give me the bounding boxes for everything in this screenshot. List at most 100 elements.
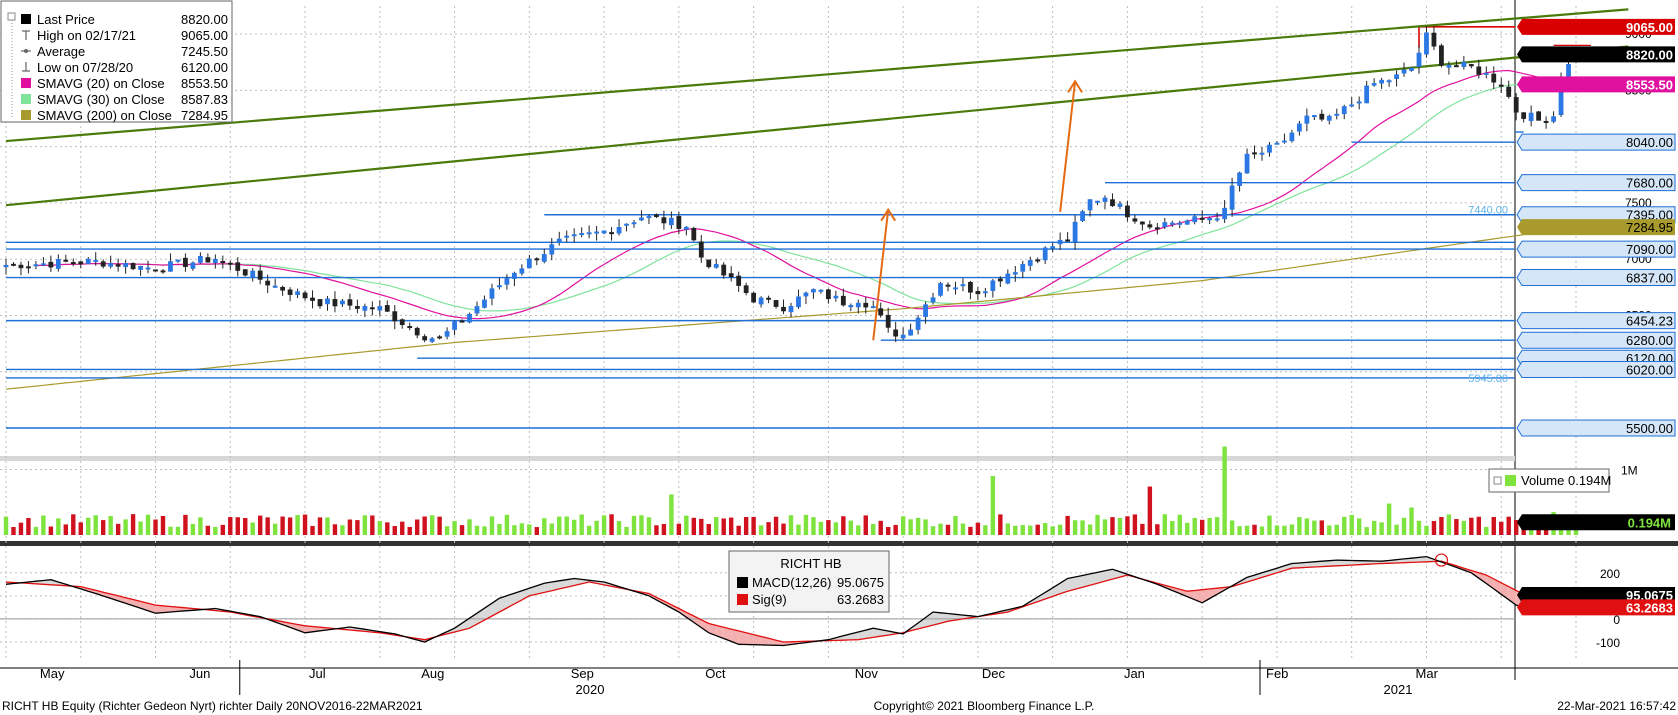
candle-down bbox=[736, 275, 742, 286]
volume-bar-up bbox=[86, 517, 91, 535]
candle-up bbox=[1282, 140, 1287, 143]
volume-bar-down bbox=[736, 525, 741, 535]
candle-up bbox=[197, 255, 203, 263]
macd-legend-swatch bbox=[737, 594, 748, 605]
candle-down bbox=[661, 217, 667, 224]
candle-down bbox=[11, 263, 16, 266]
macd-legend-title: RICHT HB bbox=[780, 556, 841, 571]
volume-bar-up bbox=[1312, 520, 1317, 535]
volume-bar-up bbox=[362, 515, 368, 535]
volume-bar-up bbox=[1327, 525, 1332, 535]
volume-bar-up bbox=[190, 523, 196, 535]
candle-down bbox=[347, 299, 353, 306]
x-month-label: Aug bbox=[421, 666, 444, 681]
candle-up bbox=[295, 291, 300, 296]
macd-fill-above bbox=[559, 579, 567, 589]
candle-down bbox=[70, 262, 76, 265]
candle-up bbox=[1424, 32, 1429, 55]
volume-bar-up bbox=[340, 525, 345, 535]
volume-bar-up bbox=[1207, 517, 1212, 535]
volume-bar-up bbox=[145, 514, 151, 535]
candle-up bbox=[1020, 263, 1026, 272]
candle-down bbox=[1319, 113, 1325, 120]
volume-bar-up bbox=[1416, 520, 1422, 535]
macd-fill-above bbox=[1105, 569, 1113, 582]
candle-down bbox=[997, 278, 1003, 282]
candle-down bbox=[1506, 86, 1512, 97]
candle-down bbox=[698, 241, 704, 258]
volume-bar-up bbox=[474, 525, 480, 535]
volume-bar-up bbox=[452, 521, 457, 535]
volume-bar-down bbox=[26, 518, 31, 535]
candle-up bbox=[1371, 83, 1377, 86]
volume-bar-down bbox=[18, 522, 24, 535]
macd-fill-above bbox=[1045, 587, 1053, 600]
macd-fill-below bbox=[1209, 588, 1218, 599]
volume-bar-up bbox=[930, 526, 936, 535]
volume-bar-down bbox=[1065, 515, 1070, 535]
volume-bar-down bbox=[1147, 486, 1153, 535]
volume-bar-down bbox=[310, 525, 315, 535]
volume-bar-up bbox=[444, 526, 450, 535]
price-tag-label: 5500.00 bbox=[1626, 421, 1673, 436]
volume-bar-up bbox=[871, 524, 876, 535]
volume-bar-up bbox=[818, 521, 824, 535]
volume-bar-up bbox=[586, 525, 592, 535]
volume-bar-down bbox=[48, 526, 54, 535]
candle-up bbox=[511, 272, 517, 279]
volume-bar-up bbox=[1566, 526, 1571, 535]
candle-up bbox=[40, 263, 46, 266]
volume-bar-down bbox=[878, 520, 883, 535]
candle-up bbox=[1326, 115, 1332, 121]
legend-swatch bbox=[21, 94, 31, 104]
volume-bar-up bbox=[1409, 507, 1414, 535]
macd-tick-label: 200 bbox=[1600, 567, 1620, 581]
macd-tag-label: 95.0675 bbox=[1626, 588, 1673, 603]
volume-bar-down bbox=[71, 514, 76, 535]
candle-up bbox=[1207, 217, 1213, 221]
volume-bar-down bbox=[1155, 524, 1160, 535]
price-tag-label: 7284.95 bbox=[1626, 220, 1673, 235]
candle-up bbox=[1566, 64, 1571, 82]
candle-down bbox=[1543, 120, 1549, 123]
footer-copyright: Copyright© 2021 Bloomberg Finance L.P. bbox=[874, 699, 1095, 713]
candle-down bbox=[1491, 73, 1497, 83]
candle-up bbox=[1080, 211, 1085, 222]
volume-bar-up bbox=[900, 516, 906, 535]
macd-fill-below bbox=[716, 625, 724, 639]
volume-bar-down bbox=[183, 514, 188, 535]
volume-bar-up bbox=[1229, 520, 1235, 535]
candle-down bbox=[825, 289, 831, 300]
price-tag-label: 6454.23 bbox=[1626, 314, 1673, 329]
candle-up bbox=[504, 278, 510, 285]
candle-down bbox=[1065, 239, 1071, 242]
volume-bar-up bbox=[1005, 523, 1011, 535]
candle-down bbox=[153, 269, 158, 272]
macd-legend-swatch bbox=[737, 577, 748, 588]
macd-fill-above bbox=[925, 612, 934, 627]
candle-down bbox=[1147, 224, 1153, 228]
price-tag-label: 6837.00 bbox=[1626, 271, 1673, 286]
candle-up bbox=[138, 265, 143, 270]
candle-up bbox=[564, 235, 570, 238]
candle-up bbox=[616, 227, 622, 234]
candle-down bbox=[1199, 217, 1205, 220]
volume-bar-up bbox=[549, 523, 554, 535]
macd-fill-above bbox=[551, 580, 560, 591]
volume-bar-up bbox=[512, 525, 517, 535]
candle-down bbox=[310, 297, 315, 301]
volume-bar-up bbox=[497, 523, 502, 535]
volume-bar-up bbox=[527, 524, 532, 535]
macd-tag bbox=[1517, 599, 1675, 616]
candle-up bbox=[990, 280, 996, 291]
candle-down bbox=[317, 299, 323, 307]
macd-fill-above bbox=[1067, 577, 1076, 592]
candle-up bbox=[833, 295, 839, 299]
volume-bar-down bbox=[1469, 517, 1474, 535]
volume-bar-up bbox=[1274, 525, 1280, 535]
volume-bar-down bbox=[699, 518, 704, 535]
candle-up bbox=[519, 268, 525, 274]
candle-up bbox=[1528, 112, 1534, 122]
volume-bar-down bbox=[863, 515, 868, 535]
